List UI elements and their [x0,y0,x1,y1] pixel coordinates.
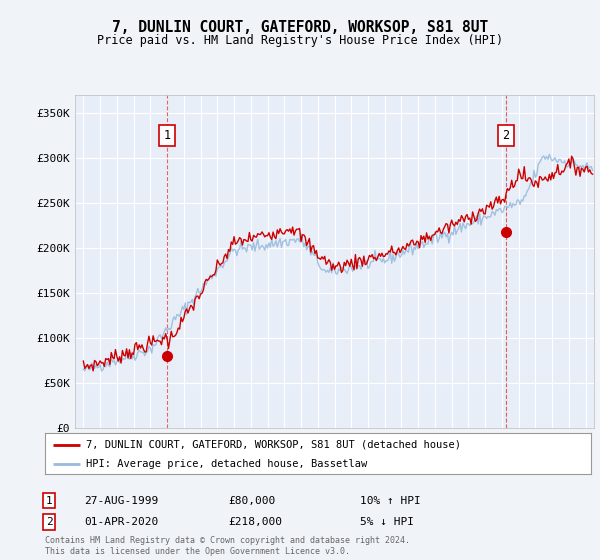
Text: Contains HM Land Registry data © Crown copyright and database right 2024.
This d: Contains HM Land Registry data © Crown c… [45,536,410,556]
Text: 1: 1 [46,496,53,506]
Text: 10% ↑ HPI: 10% ↑ HPI [360,496,421,506]
Text: 7, DUNLIN COURT, GATEFORD, WORKSOP, S81 8UT: 7, DUNLIN COURT, GATEFORD, WORKSOP, S81 … [112,20,488,35]
Text: 5% ↓ HPI: 5% ↓ HPI [360,517,414,527]
Text: 7, DUNLIN COURT, GATEFORD, WORKSOP, S81 8UT (detached house): 7, DUNLIN COURT, GATEFORD, WORKSOP, S81 … [86,440,461,450]
Text: 2: 2 [46,517,53,527]
Text: 01-APR-2020: 01-APR-2020 [84,517,158,527]
Text: 2: 2 [503,129,509,142]
Text: HPI: Average price, detached house, Bassetlaw: HPI: Average price, detached house, Bass… [86,459,367,469]
Text: £80,000: £80,000 [228,496,275,506]
Text: £218,000: £218,000 [228,517,282,527]
Text: 1: 1 [164,129,170,142]
Text: 27-AUG-1999: 27-AUG-1999 [84,496,158,506]
Text: Price paid vs. HM Land Registry's House Price Index (HPI): Price paid vs. HM Land Registry's House … [97,34,503,46]
